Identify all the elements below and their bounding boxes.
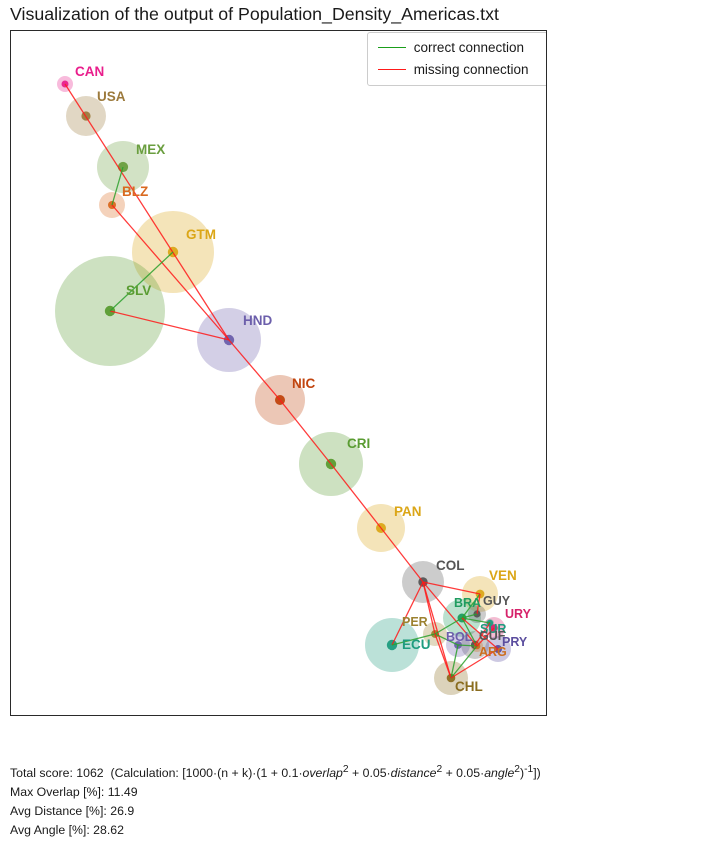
svg-text:VEN: VEN [489,568,517,583]
svg-text:HND: HND [243,313,272,328]
svg-text:GUY: GUY [483,594,511,608]
svg-text:USA: USA [97,89,126,104]
svg-text:CHL: CHL [455,679,483,694]
svg-text:MEX: MEX [136,142,165,157]
svg-text:URY: URY [505,607,532,621]
svg-text:BOL: BOL [446,630,473,644]
svg-text:ARG: ARG [479,645,507,659]
svg-text:BRA: BRA [454,596,481,610]
svg-text:SLV: SLV [126,283,151,298]
svg-text:CAN: CAN [75,64,104,79]
svg-text:NIC: NIC [292,376,316,391]
svg-text:PER: PER [402,615,428,629]
svg-text:ECU: ECU [402,637,431,652]
svg-text:PAN: PAN [394,504,422,519]
svg-text:BLZ: BLZ [122,184,148,199]
svg-text:GTM: GTM [186,227,216,242]
svg-text:COL: COL [436,558,465,573]
svg-text:CRI: CRI [347,436,370,451]
